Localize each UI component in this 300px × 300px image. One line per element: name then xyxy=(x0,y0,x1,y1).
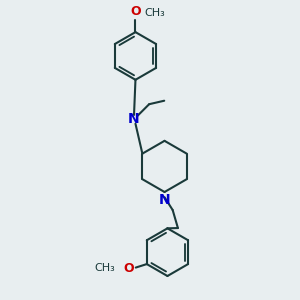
Text: O: O xyxy=(124,262,134,275)
Text: N: N xyxy=(128,112,140,126)
Text: CH₃: CH₃ xyxy=(95,263,116,273)
Text: N: N xyxy=(159,194,170,207)
Text: O: O xyxy=(131,5,141,18)
Text: CH₃: CH₃ xyxy=(145,8,166,19)
